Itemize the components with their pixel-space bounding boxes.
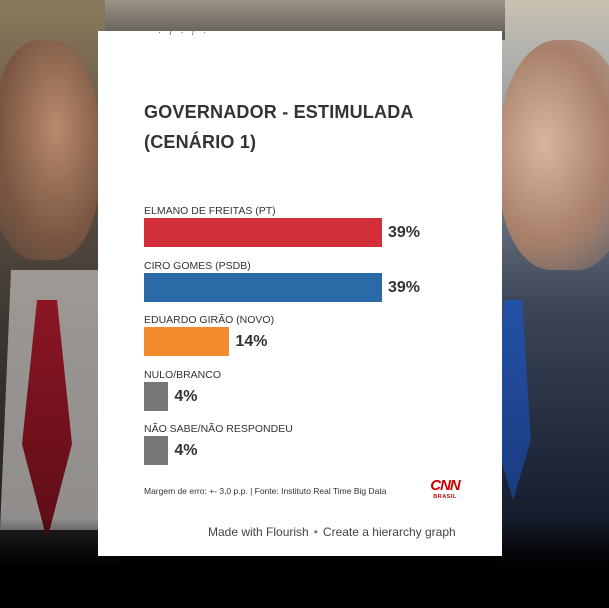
bar-value-label: 39% bbox=[388, 224, 421, 241]
cnn-brasil-logo: CNN BRASIL bbox=[427, 478, 463, 504]
bar-chart: ELMANO DE FREITAS (PT) 39% CIRO GOMES (PSD… bbox=[98, 31, 502, 556]
bar-value-label: 4% bbox=[174, 442, 198, 459]
bar-value-label: 4% bbox=[174, 387, 198, 405]
chart-title-line1: GOVERNADOR - ESTIMULADA bbox=[144, 102, 414, 122]
bar[interactable] bbox=[144, 381, 169, 411]
left-person-face bbox=[0, 40, 100, 260]
cropped-text: · / · / · bbox=[158, 31, 209, 37]
bar[interactable] bbox=[144, 272, 382, 302]
bar-label: NULO/BRANCO bbox=[144, 368, 222, 381]
chart-title: GOVERNADOR - ESTIMULADA (CENÁRIO 1) bbox=[144, 97, 474, 157]
card-top-strip: · / · / · bbox=[98, 31, 502, 41]
bar-value-label: 14% bbox=[235, 333, 268, 350]
bar[interactable] bbox=[144, 218, 382, 247]
bar-label: CIRO GOMES (PSDB) bbox=[144, 259, 251, 272]
chart-title-line2: (CENÁRIO 1) bbox=[144, 132, 257, 152]
cnn-logo-subtext: BRASIL bbox=[433, 494, 457, 500]
cnn-logo-text: CNN bbox=[430, 477, 461, 494]
create-hierarchy-graph-link[interactable]: Create a hierarchy graph bbox=[322, 525, 456, 539]
bar[interactable] bbox=[144, 327, 230, 356]
right-person-face bbox=[499, 40, 609, 270]
bar-label: NÃO SABE/NÃO RESPONDEU bbox=[144, 423, 293, 435]
made-with-flourish-link[interactable]: Made with Flourish bbox=[208, 525, 309, 539]
footer-separator: • bbox=[313, 525, 318, 539]
chart-card: · / · / · GOVERNADOR - ESTIMULADA (CENÁR… bbox=[98, 31, 502, 556]
bar[interactable] bbox=[144, 436, 169, 465]
bar-label: ELMANO DE FREITAS (PT) bbox=[144, 205, 276, 217]
bar-label: EDUARDO GIRÃO (NOVO) bbox=[144, 314, 275, 326]
flourish-footer: Made with Flourish • Create a hierarchy gr… bbox=[208, 525, 456, 539]
bar-value-label: 39% bbox=[388, 278, 421, 296]
footer-note: Margem de erro: +- 3,0 p.p. | Fonte: Ins… bbox=[144, 486, 387, 496]
